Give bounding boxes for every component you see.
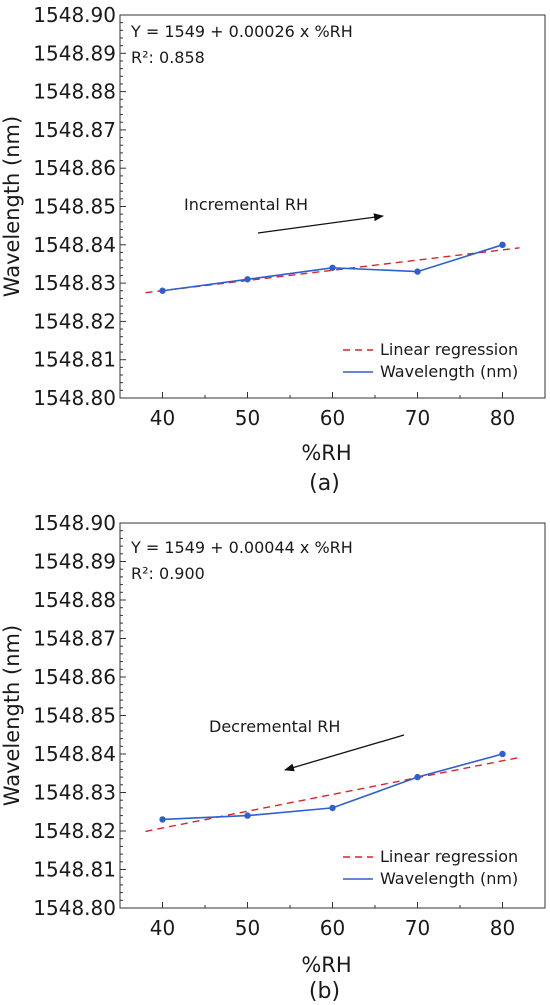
regression-equation: Y = 1549 + 0.00026 x %RH	[130, 22, 353, 41]
x-tick-label: 60	[320, 406, 345, 430]
y-tick-label: 1548.80	[33, 896, 116, 920]
y-tick-label: 1548.84	[33, 233, 116, 257]
direction-arrow	[257, 213, 384, 234]
panel-label: (a)	[309, 471, 340, 496]
chart-panel-b: 1548.90 1548.89 1548.88 1548.87 1548.86 1548.…	[0, 511, 546, 1004]
chart-panel-a: 1548.90 1548.89 1548.88 1548.87 1548.86 1548.…	[0, 3, 546, 496]
x-tick-label: 50	[235, 406, 260, 430]
y-tick-label: 1548.83	[33, 781, 116, 805]
x-tick-label: 70	[405, 406, 430, 430]
direction-annotation: Decremental RH	[209, 717, 340, 736]
legend-label-wavelength: Wavelength (nm)	[380, 362, 518, 381]
data-point	[499, 750, 506, 758]
data-point	[329, 804, 336, 812]
r-squared: R²: 0.858	[131, 48, 205, 67]
y-tick-label: 1548.82	[33, 309, 116, 333]
y-axis-label: Wavelength (nm)	[0, 625, 24, 806]
data-point	[244, 276, 251, 283]
legend-label-wavelength: Wavelength (nm)	[380, 869, 518, 888]
y-tick-label: 1548.83	[33, 271, 116, 295]
x-tick-label: 80	[490, 916, 515, 940]
y-tick-label: 1548.88	[33, 588, 116, 612]
data-point	[414, 268, 421, 275]
x-tick-label: 40	[150, 916, 175, 940]
x-tick-label: 60	[320, 916, 345, 940]
y-tick-label: 1548.87	[33, 118, 116, 142]
data-point	[159, 287, 166, 294]
y-tick-label: 1548.84	[33, 742, 116, 766]
x-axis-label: %RH	[301, 441, 351, 465]
series-line-linear-regression	[145, 756, 520, 833]
x-axis-label: %RH	[301, 953, 351, 977]
r-squared: R²: 0.900	[131, 564, 205, 583]
y-tick-label: 1548.81	[33, 348, 116, 372]
direction-annotation: Incremental RH	[184, 195, 308, 214]
y-tick-label: 1548.85	[33, 195, 116, 219]
data-point	[159, 816, 166, 823]
y-tick-label: 1548.90	[33, 511, 116, 535]
data-point	[329, 264, 336, 271]
y-tick-label: 1548.80	[33, 386, 116, 410]
direction-arrow	[284, 734, 405, 772]
data-point	[414, 773, 421, 781]
y-tick-label: 1548.82	[33, 819, 116, 843]
regression-equation: Y = 1549 + 0.00044 x %RH	[130, 538, 353, 557]
x-tick-label: 50	[235, 916, 260, 940]
legend-label-linear-regression: Linear regression	[380, 340, 518, 359]
x-tick-label: 80	[490, 406, 515, 430]
y-tick-label: 1548.81	[33, 858, 116, 882]
legend-label-linear-regression: Linear regression	[380, 847, 518, 866]
y-tick-label: 1548.85	[33, 704, 116, 728]
x-tick-label: 40	[150, 406, 175, 430]
data-point	[244, 812, 251, 819]
y-tick-label: 1548.87	[33, 627, 116, 651]
data-point	[499, 241, 506, 248]
x-tick-label: 70	[405, 916, 430, 940]
panel-label: (b)	[309, 979, 340, 1004]
y-tick-label: 1548.86	[33, 665, 116, 689]
y-tick-label: 1548.88	[33, 80, 116, 104]
y-tick-label: 1548.86	[33, 156, 116, 180]
y-tick-label: 1548.90	[33, 3, 116, 27]
y-tick-label: 1548.89	[33, 550, 116, 574]
y-axis-label: Wavelength (nm)	[0, 116, 24, 297]
y-tick-label: 1548.89	[33, 41, 116, 65]
